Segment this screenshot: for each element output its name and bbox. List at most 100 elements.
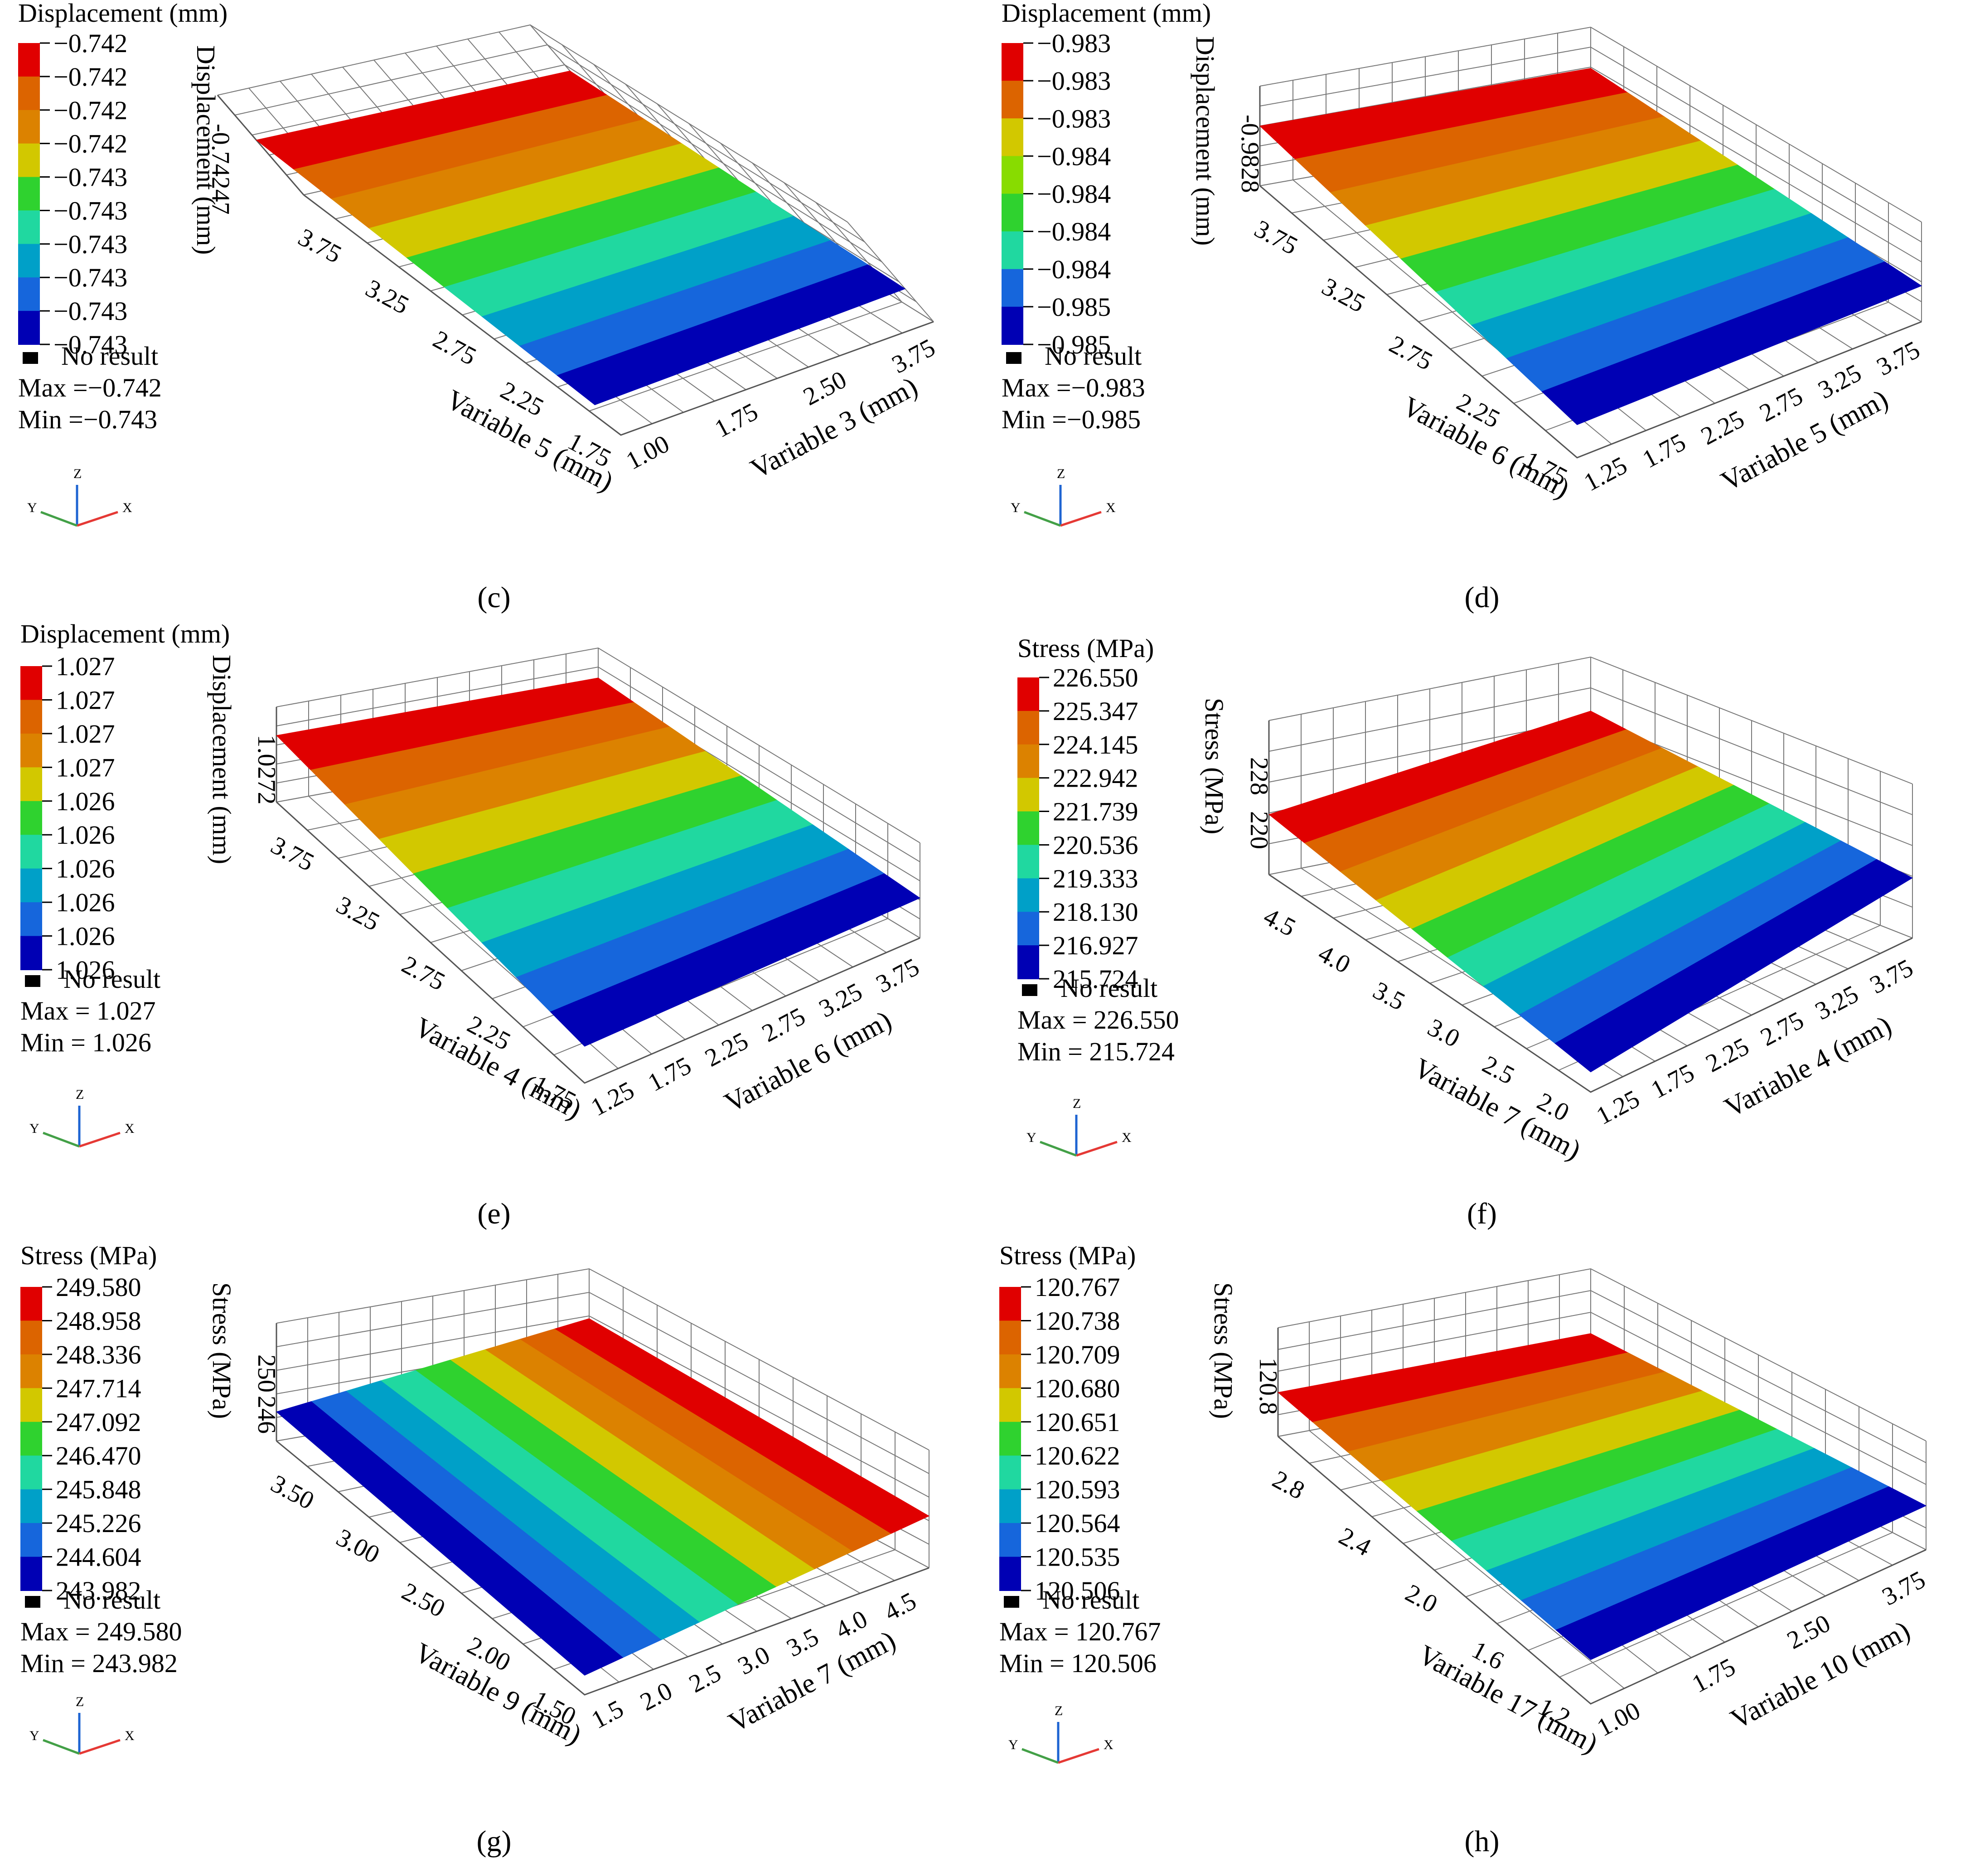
panel-5: Stress (MPa)120.767120.738120.709120.680… — [999, 1241, 1930, 1858]
legend-swatch — [20, 733, 42, 768]
right-axis-label: Variable 6 (mm) — [720, 1005, 897, 1119]
triad-y-axis — [1040, 1141, 1077, 1157]
legend-value: 215.724 — [1053, 964, 1138, 994]
no-result-label: No result — [1060, 973, 1157, 1003]
legend-value: 120.680 — [1035, 1373, 1120, 1403]
legend-value: −0.984 — [1037, 217, 1111, 247]
panel-caption: (d) — [1465, 581, 1500, 614]
legend-value: −0.984 — [1037, 141, 1111, 171]
left-tick-label: 3.5 — [1368, 977, 1409, 1016]
legend-swatch — [18, 311, 40, 345]
right-axis-label: Variable 5 (mm) — [1716, 384, 1893, 498]
legend-value: −0.743 — [53, 196, 127, 225]
max-label: Max = 226.550 — [1017, 1005, 1179, 1035]
right-tick-label: 1.75 — [1638, 428, 1690, 474]
surface-band — [1541, 261, 1922, 425]
right-tick-label: 2.25 — [701, 1027, 753, 1073]
legend-swatch — [20, 1287, 42, 1321]
right-tick-label: 1.25 — [586, 1076, 639, 1122]
triad-x-label: X — [122, 500, 132, 515]
legend-swatch — [20, 700, 42, 734]
no-result-swatch — [1004, 1596, 1019, 1608]
legend-swatch — [999, 1523, 1021, 1557]
legend-swatch — [20, 1455, 42, 1490]
triad-x-label: X — [1104, 1737, 1113, 1752]
surface-band — [1554, 859, 1913, 1073]
z-tick-label: -0.9828 — [1236, 115, 1264, 193]
max-label: Max = 1.027 — [20, 996, 156, 1025]
right-tick-label: 2.75 — [757, 1002, 810, 1048]
z-axis-label: Stress (MPa) — [1209, 1282, 1238, 1419]
triad-y-label: Y — [1008, 1737, 1018, 1752]
max-label: Max =−0.742 — [18, 373, 162, 402]
legend-value: −0.742 — [53, 96, 127, 125]
z-tick-label: 250 — [252, 1354, 281, 1392]
legend-swatch — [1017, 811, 1039, 846]
legend-swatch — [999, 1354, 1021, 1389]
legend-value: 247.714 — [56, 1373, 141, 1403]
right-tick-label: 3.25 — [814, 977, 867, 1023]
legend-value: 248.958 — [56, 1306, 141, 1335]
min-label: Min = 120.506 — [999, 1649, 1157, 1678]
min-label: Min =−0.743 — [18, 405, 157, 434]
panel-0: Displacement (mm)−0.742−0.742−0.742−0.74… — [18, 0, 940, 614]
left-tick-label: 3.25 — [361, 274, 414, 320]
z-tick-label: 246 — [252, 1396, 281, 1434]
legend-value: 246.470 — [56, 1441, 141, 1470]
legend-swatch — [20, 1557, 42, 1591]
no-result-label: No result — [61, 341, 158, 371]
legend-value: 120.651 — [1035, 1407, 1120, 1437]
triad-z-label: Z — [1055, 1703, 1063, 1718]
legend-value: −0.983 — [1037, 29, 1111, 58]
legend-swatch — [20, 767, 42, 802]
z-axis-line — [217, 95, 305, 195]
legend-swatch — [20, 835, 42, 869]
grid-line — [847, 222, 934, 322]
legend-value: −0.985 — [1037, 330, 1111, 359]
legend-title: Displacement (mm) — [20, 619, 230, 648]
grid-line — [276, 647, 920, 843]
legend-swatch — [20, 1422, 42, 1456]
legend-swatch — [1002, 156, 1023, 194]
box-front-edge — [1278, 1436, 1927, 1705]
triad-y-label: Y — [27, 500, 37, 515]
legend-swatch — [1017, 912, 1039, 946]
legend-value: 226.550 — [1053, 663, 1138, 692]
legend-value: −0.743 — [53, 296, 127, 326]
left-axis-label: Variable 17 (mm) — [1413, 1639, 1602, 1759]
triad-y-label: Y — [29, 1728, 39, 1743]
surface-band — [550, 873, 921, 1047]
left-tick-label: 2.75 — [1384, 330, 1437, 376]
left-tick-label: 2.5 — [1478, 1050, 1519, 1090]
legend-value: 1.027 — [56, 719, 115, 749]
no-result-swatch — [25, 1596, 40, 1608]
legend-value: −0.983 — [1037, 66, 1111, 96]
left-tick-label: 3.0 — [1423, 1013, 1464, 1053]
grid-line — [1278, 1311, 1927, 1485]
grid-line — [1278, 1290, 1927, 1463]
legend-value: 216.927 — [1053, 931, 1138, 960]
triad-y-label: Y — [1026, 1130, 1036, 1145]
triad-z-label: Z — [76, 1694, 84, 1709]
no-result-swatch — [1006, 352, 1021, 364]
legend-value: 224.145 — [1053, 730, 1138, 759]
z-axis-label: Stress (MPa) — [1200, 698, 1229, 834]
panel-caption: (f) — [1467, 1197, 1497, 1230]
left-tick-label: 3.75 — [266, 831, 319, 877]
min-label: Min = 1.026 — [20, 1028, 151, 1057]
triad-x-label: X — [1106, 500, 1116, 515]
legend-value: 1.026 — [56, 820, 115, 850]
legend-swatch — [1017, 744, 1039, 778]
right-tick-label: 1.75 — [644, 1051, 696, 1097]
legend-swatch — [999, 1422, 1021, 1456]
legend-swatch — [20, 936, 42, 970]
legend-swatch — [1017, 945, 1039, 979]
right-tick-label: 3.75 — [887, 334, 940, 379]
z-axis-label: Displacement (mm) — [207, 655, 237, 864]
legend-value: 1.026 — [56, 888, 115, 917]
triad-z-label: Z — [1073, 1096, 1081, 1111]
legend-value: 1.027 — [56, 685, 115, 715]
legend-swatch — [1017, 778, 1039, 812]
min-label: Min = 215.724 — [1017, 1037, 1175, 1066]
